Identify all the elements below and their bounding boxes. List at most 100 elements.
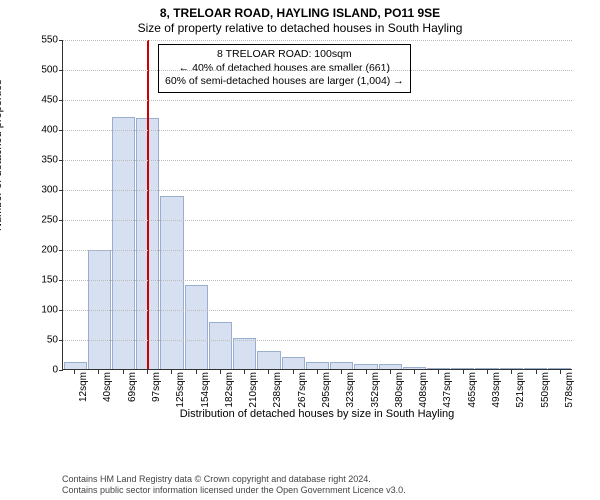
grid-line: [63, 220, 572, 221]
y-tick-mark: [59, 160, 63, 161]
y-tick-label: 250: [28, 215, 58, 226]
page-title: 8, TRELOAR ROAD, HAYLING ISLAND, PO11 9S…: [0, 6, 600, 20]
y-tick-label: 300: [28, 185, 58, 196]
x-tick-label: 323sqm: [345, 372, 356, 408]
bar: [233, 338, 256, 369]
bar: [548, 368, 571, 369]
y-tick-mark: [59, 70, 63, 71]
x-tick-label: 380sqm: [394, 372, 405, 408]
y-tick-label: 400: [28, 125, 58, 136]
bar: [451, 368, 474, 369]
footer-line-1: Contains HM Land Registry data © Crown c…: [62, 474, 406, 485]
x-tick-mark: [293, 370, 294, 374]
x-tick-label: 125sqm: [175, 372, 186, 408]
bar: [282, 357, 305, 369]
x-tick-mark: [220, 370, 221, 374]
annotation-line-3: 60% of semi-detached houses are larger (…: [165, 75, 404, 89]
x-tick-mark: [268, 370, 269, 374]
grid-line: [63, 70, 572, 71]
bar: [379, 364, 402, 369]
grid-line: [63, 160, 572, 161]
footer-line-2: Contains public sector information licen…: [62, 485, 406, 496]
bar: [64, 362, 87, 369]
x-tick-label: 97sqm: [151, 372, 162, 402]
x-tick-mark: [196, 370, 197, 374]
x-tick-mark: [438, 370, 439, 374]
x-tick-mark: [511, 370, 512, 374]
y-tick-mark: [59, 340, 63, 341]
y-tick-label: 50: [28, 335, 58, 346]
x-tick-mark: [171, 370, 172, 374]
y-tick-label: 550: [28, 35, 58, 46]
grid-line: [63, 250, 572, 251]
x-tick-mark: [98, 370, 99, 374]
bar: [185, 285, 208, 369]
grid-line: [63, 310, 572, 311]
x-tick-mark: [463, 370, 464, 374]
bar: [403, 367, 426, 369]
histogram-chart: Number of detached properties 8 TRELOAR …: [62, 40, 572, 410]
bar: [330, 362, 353, 369]
y-tick-label: 500: [28, 65, 58, 76]
y-tick-mark: [59, 220, 63, 221]
x-tick-mark: [487, 370, 488, 374]
y-tick-mark: [59, 130, 63, 131]
grid-line: [63, 100, 572, 101]
grid-line: [63, 190, 572, 191]
x-tick-label: 521sqm: [515, 372, 526, 408]
y-tick-label: 350: [28, 155, 58, 166]
x-tick-label: 182sqm: [224, 372, 235, 408]
bar: [524, 368, 547, 369]
y-tick-mark: [59, 280, 63, 281]
annotation-line-1: 8 TRELOAR ROAD: 100sqm: [165, 48, 404, 62]
x-tick-mark: [390, 370, 391, 374]
y-tick-mark: [59, 190, 63, 191]
x-tick-mark: [317, 370, 318, 374]
x-tick-label: 210sqm: [248, 372, 259, 408]
x-tick-label: 408sqm: [418, 372, 429, 408]
x-tick-label: 295sqm: [321, 372, 332, 408]
annotation-line-2: ← 40% of detached houses are smaller (66…: [165, 62, 404, 76]
y-tick-mark: [59, 310, 63, 311]
x-tick-mark: [414, 370, 415, 374]
x-tick-label: 12sqm: [78, 372, 89, 402]
x-tick-label: 154sqm: [200, 372, 211, 408]
x-tick-label: 578sqm: [564, 372, 575, 408]
x-tick-label: 238sqm: [272, 372, 283, 408]
x-tick-label: 465sqm: [467, 372, 478, 408]
y-tick-label: 200: [28, 245, 58, 256]
bar: [209, 322, 232, 369]
x-tick-mark: [123, 370, 124, 374]
y-tick-mark: [59, 100, 63, 101]
y-tick-mark: [59, 40, 63, 41]
x-tick-label: 352sqm: [370, 372, 381, 408]
x-tick-mark: [560, 370, 561, 374]
bar: [475, 368, 498, 369]
bar: [427, 368, 450, 369]
plot-area: 8 TRELOAR ROAD: 100sqm ← 40% of detached…: [62, 40, 572, 370]
bar: [354, 364, 377, 369]
x-tick-label: 550sqm: [540, 372, 551, 408]
x-tick-mark: [74, 370, 75, 374]
bar: [160, 196, 183, 369]
x-axis-label: Distribution of detached houses by size …: [62, 408, 572, 420]
footer-attribution: Contains HM Land Registry data © Crown c…: [62, 474, 406, 497]
x-tick-mark: [366, 370, 367, 374]
x-tick-mark: [147, 370, 148, 374]
y-tick-mark: [59, 250, 63, 251]
grid-line: [63, 280, 572, 281]
x-tick-label: 437sqm: [442, 372, 453, 408]
y-tick-mark: [59, 370, 63, 371]
bar: [306, 362, 329, 369]
grid-line: [63, 340, 572, 341]
bar: [500, 368, 523, 369]
page-subtitle: Size of property relative to detached ho…: [0, 21, 600, 35]
x-tick-label: 267sqm: [297, 372, 308, 408]
grid-line: [63, 40, 572, 41]
x-tick-mark: [244, 370, 245, 374]
bar: [112, 117, 135, 369]
x-tick-mark: [341, 370, 342, 374]
y-axis-label: Number of detached properties: [6, 4, 18, 156]
x-tick-label: 493sqm: [491, 372, 502, 408]
x-tick-label: 69sqm: [127, 372, 138, 402]
